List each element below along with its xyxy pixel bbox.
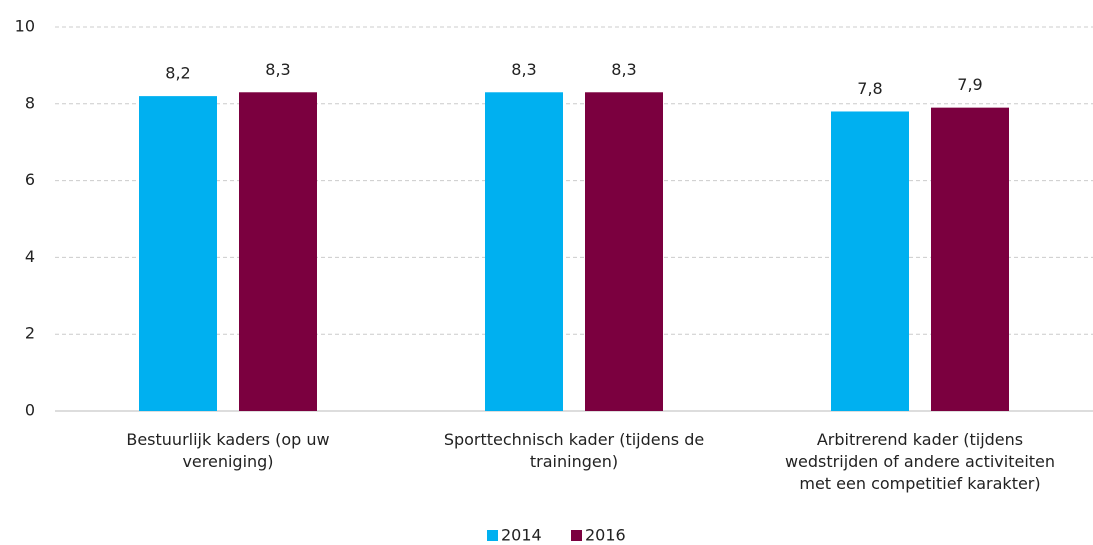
data-label: 8,2 [165,64,190,83]
legend-label: 2016 [585,526,626,545]
x-tick-label: Bestuurlijk kaders (op uw vereniging) [126,430,329,471]
x-tick-label: Sporttechnisch kader (tijdens de training… [444,430,704,471]
legend-swatch [487,530,498,541]
y-tick-label: 8 [25,93,35,112]
bar [585,92,663,411]
data-label: 8,3 [265,60,290,79]
bar [485,92,563,411]
y-tick-label: 4 [25,247,35,266]
data-label: 7,8 [857,79,882,98]
bar [931,107,1009,411]
y-tick-label: 10 [15,17,35,36]
data-label: 7,9 [957,75,982,94]
y-tick-label: 6 [25,170,35,189]
data-label: 8,3 [511,60,536,79]
legend-label: 2014 [501,526,542,545]
y-tick-label: 2 [25,324,35,343]
legend-swatch [571,530,582,541]
bar [831,111,909,411]
data-label: 8,3 [611,60,636,79]
y-tick-label: 0 [25,401,35,420]
x-tick-label: Arbitrerend kader (tijdens wedstrijden of… [785,430,1055,493]
bar [239,92,317,411]
bar [139,96,217,412]
